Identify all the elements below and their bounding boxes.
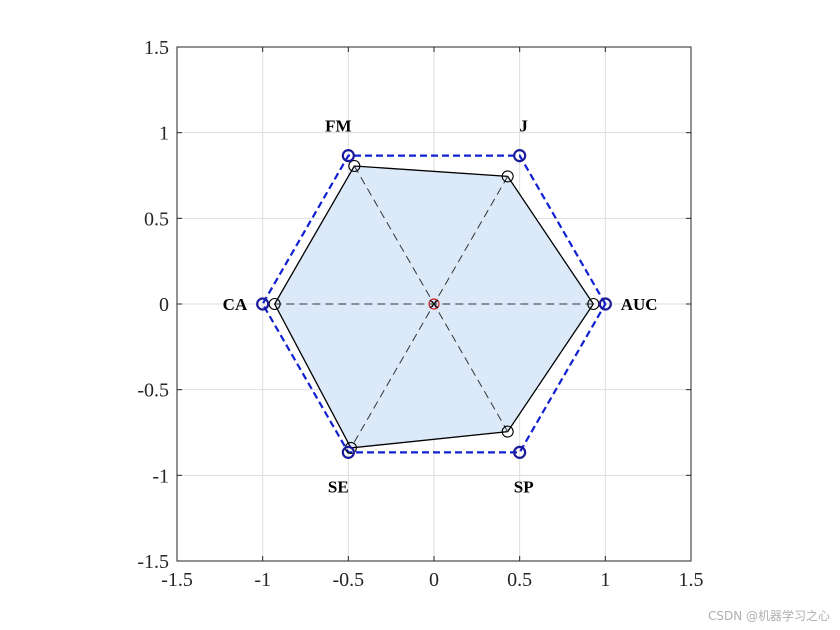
y-tick-label: 0 [159, 294, 169, 316]
y-tick-label: -1.5 [137, 551, 169, 573]
x-tick-label: -0.5 [332, 569, 364, 591]
axis-label-ca: CA [223, 295, 248, 314]
watermark: CSDN @机器学习之心 [707, 609, 830, 623]
center-marker [428, 298, 440, 310]
center-cross [429, 299, 439, 309]
y-tick-label: -1 [152, 465, 169, 487]
reference-point [256, 297, 270, 311]
axis-label-sp: SP [514, 477, 534, 496]
reference-point [598, 297, 612, 311]
y-tick-label: 1 [159, 123, 169, 145]
reference-point [341, 445, 355, 459]
axis-label-j: J [519, 117, 528, 136]
axis-label-auc: AUC [621, 295, 658, 314]
x-tick-label: 1.5 [679, 569, 704, 591]
reference-hexagon [261, 154, 607, 454]
axis-label-se: SE [328, 477, 349, 496]
y-tick-label: -0.5 [137, 380, 169, 402]
x-tick-label: 1 [600, 569, 610, 591]
reference-point [513, 149, 527, 163]
x-tick-label: -1 [254, 569, 271, 591]
y-tick-label: 1.5 [144, 37, 169, 59]
x-tick-label: -1.5 [161, 569, 193, 591]
reference-point [341, 149, 355, 163]
data-point [501, 425, 514, 438]
spoke-line [350, 176, 509, 449]
axis-label-fm: FM [325, 117, 351, 136]
data-point [348, 159, 361, 173]
x-tick-label: 0 [429, 569, 439, 591]
reference-point [513, 445, 527, 459]
data-point [501, 170, 514, 183]
x-tick-label: 0.5 [507, 569, 532, 591]
y-tick-label: 0.5 [144, 208, 169, 230]
